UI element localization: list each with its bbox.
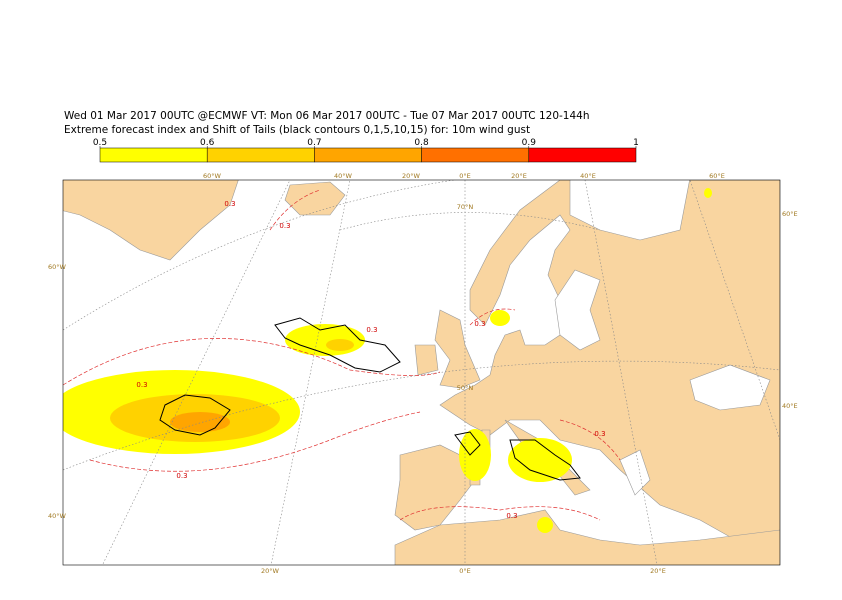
graticule-label: 20°E	[650, 567, 666, 575]
colorbar-label: 0.8	[414, 138, 429, 148]
land	[63, 180, 780, 565]
graticule-label: 20°E	[511, 172, 527, 180]
colorbar-label: 0.5	[93, 138, 107, 148]
colorbar-segment	[421, 147, 530, 163]
graticule-label: 20°W	[261, 567, 280, 575]
colorbar-label: 0.6	[200, 138, 215, 148]
graticule-label: 40°E	[580, 172, 596, 180]
colorbar-label: 1	[633, 138, 639, 148]
graticule-label: 20°W	[402, 172, 421, 180]
sot-black-contours	[159, 317, 581, 481]
graticule-label: 40°W	[48, 512, 67, 520]
graticule-label: 50°N	[457, 384, 474, 392]
graticule-label: 60°W	[48, 263, 67, 271]
map-labels: 60°W 40°W 20°W 0°E 20°E 40°E 60°E 60°W 40°W 60°E 4…	[48, 172, 798, 575]
contour-label: 0.3	[594, 430, 605, 438]
colorbar: 0.5 0.6 0.7 0.8 0.9 1	[93, 138, 639, 163]
contour-label: 0.3	[136, 381, 147, 389]
graticule-label: 40°E	[782, 402, 798, 410]
map-body	[63, 180, 780, 565]
contour-label: 0.3	[224, 200, 235, 208]
seas	[554, 180, 771, 496]
contour-label: 0.3	[474, 320, 485, 328]
sot-contours	[63, 189, 621, 521]
graticule-label: 60°E	[709, 172, 725, 180]
graticule-label: 40°W	[334, 172, 353, 180]
colorbar-segment	[99, 147, 208, 163]
colorbar-label: 0.7	[307, 138, 321, 148]
colorbar-label: 0.9	[522, 138, 537, 148]
map-frame	[62, 179, 781, 566]
colorbar-segment	[528, 147, 637, 163]
colorbar-segment	[314, 147, 422, 163]
contour-label: 0.3	[366, 326, 377, 334]
title-line: Wed 01 Mar 2017 00UTC @ECMWF VT: Mon 06 …	[64, 110, 590, 122]
graticule-label: 60°E	[782, 210, 798, 218]
title-line: Extreme forecast index and Shift of Tail…	[64, 124, 530, 136]
contour-label: 0.3	[176, 472, 187, 480]
graticule-label: 70°N	[457, 203, 474, 211]
graticule-label: 0°E	[459, 172, 471, 180]
colorbar-segment	[206, 147, 315, 163]
contour-label: 0.3	[506, 512, 517, 520]
contour-label: 0.3	[279, 222, 290, 230]
graticule	[63, 180, 780, 565]
efi-shading	[63, 188, 712, 533]
graticule-label: 0°E	[459, 567, 471, 575]
graticule-label: 60°W	[203, 172, 222, 180]
